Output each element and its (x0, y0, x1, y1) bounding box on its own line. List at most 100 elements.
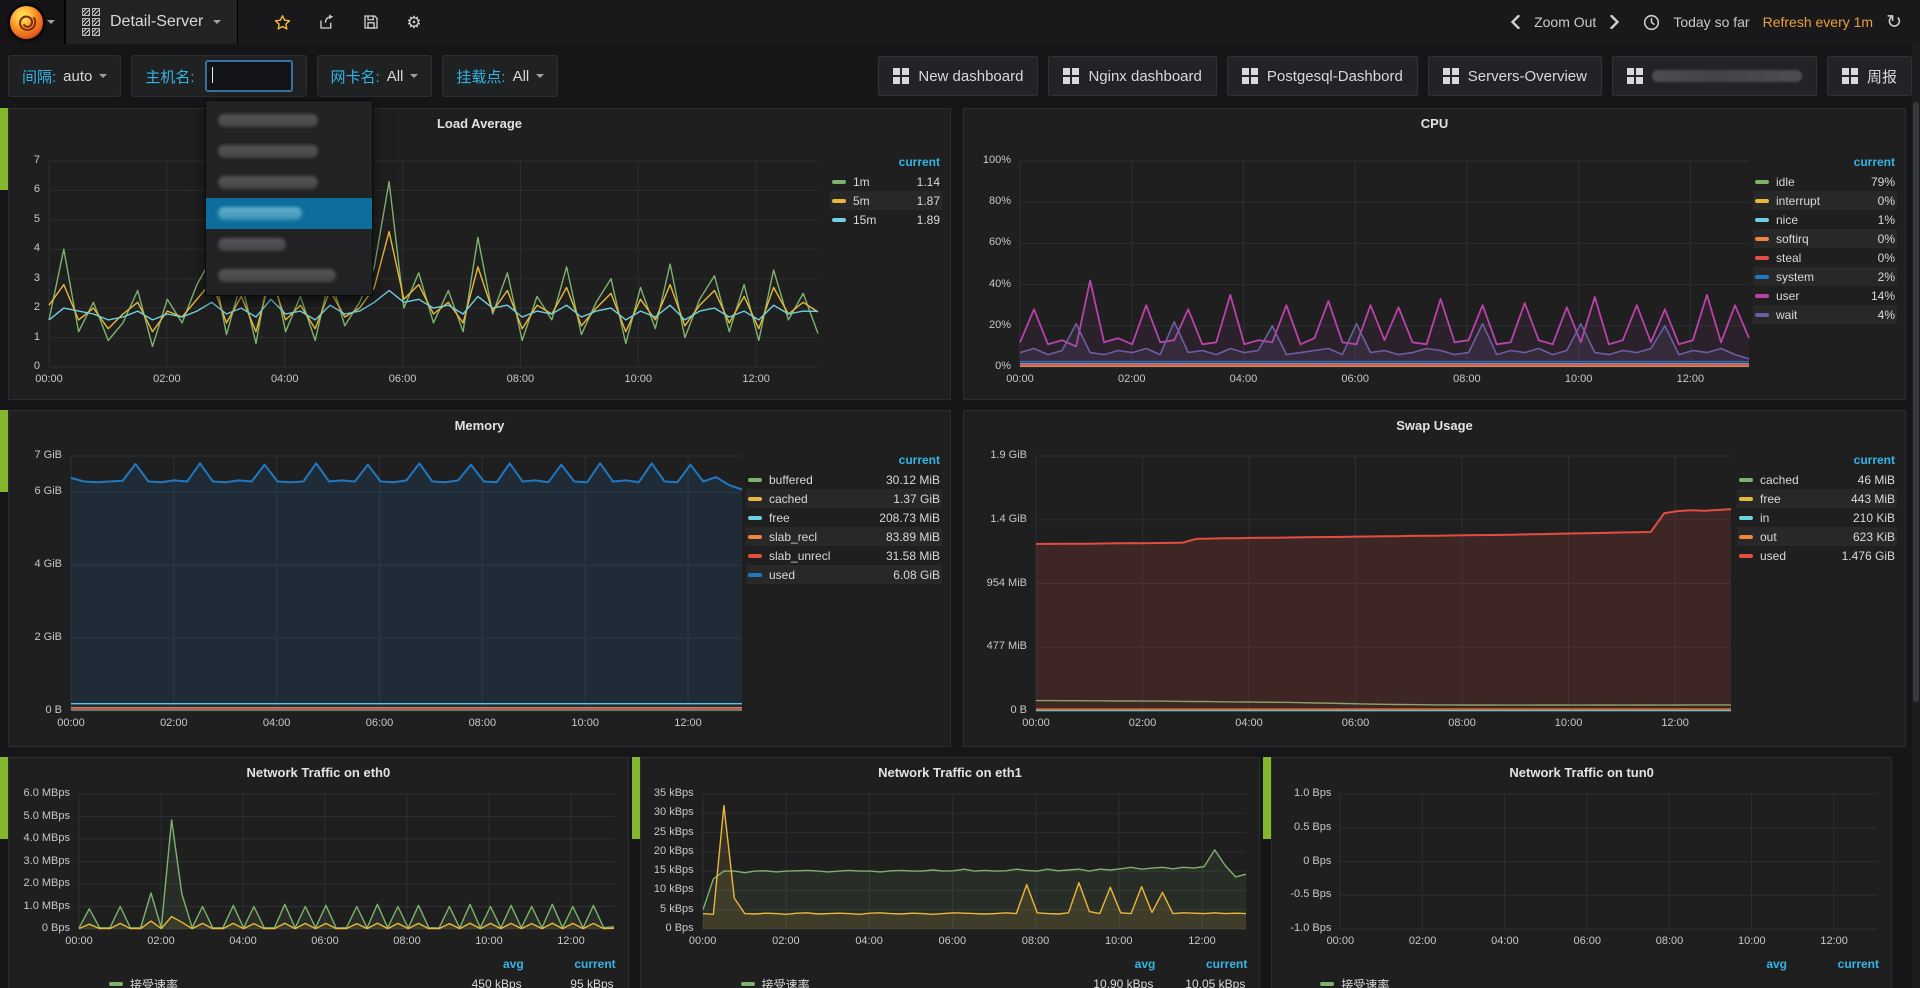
legend-series-1m[interactable]: 1m1.14 (830, 172, 942, 191)
row-handle[interactable] (0, 410, 8, 492)
legend-series-接受速率[interactable]: 接受速率 (1284, 974, 1879, 988)
legend-series-interrupt[interactable]: interrupt0% (1753, 191, 1897, 210)
y-tick-label: 5 (9, 213, 40, 225)
dashboard-title-picker[interactable]: Detail-Server (65, 0, 238, 44)
legend-series-out[interactable]: out623 KiB (1737, 527, 1897, 546)
legend-series-15m[interactable]: 15m1.89 (830, 210, 942, 229)
dashboard-link-button[interactable]: New dashboard (878, 56, 1038, 96)
panel-title[interactable]: Network Traffic on eth0 (9, 765, 628, 780)
grafana-menu-button[interactable] (0, 0, 65, 44)
network-eth1-chart[interactable]: 0 Bps5 kBps10 kBps15 kBps20 kBps25 kBps3… (703, 794, 1246, 929)
legend-series-steal[interactable]: steal0% (1753, 248, 1897, 267)
legend-series-接受速率[interactable]: 接受速率10.90 kBps10.05 kBps (653, 974, 1248, 988)
share-icon[interactable] (318, 13, 336, 31)
network-tun0-chart[interactable]: -1.0 Bps-0.5 Bps0 Bps0.5 Bps1.0 Bps00:00… (1340, 794, 1877, 929)
hostname-option[interactable] (206, 198, 372, 229)
series-current-value: 1.87 (917, 194, 940, 208)
variable-hostname[interactable]: 主机名: (131, 55, 306, 97)
row-handle[interactable] (1263, 757, 1271, 839)
row-handle[interactable] (632, 757, 640, 839)
star-icon[interactable] (273, 13, 292, 32)
y-tick-label: 20 kBps (641, 845, 694, 857)
panel-title[interactable]: Network Traffic on tun0 (1272, 765, 1891, 780)
dashboard-link-button[interactable] (1612, 56, 1817, 96)
series-color-swatch (1320, 982, 1334, 986)
y-tick-label: 6.0 MBps (9, 787, 70, 799)
refresh-interval-picker[interactable]: Refresh every 1m (1763, 14, 1873, 30)
row-handle[interactable] (0, 757, 8, 839)
y-tick-label: 4 GiB (9, 558, 62, 570)
legend-series-5m[interactable]: 5m1.87 (830, 191, 942, 210)
legend-series-system[interactable]: system2% (1753, 267, 1897, 286)
x-tick-label: 06:00 (373, 373, 433, 385)
panel-network-tun0: Network Traffic on tun0 -1.0 Bps-0.5 Bps… (1271, 757, 1892, 988)
hostname-option[interactable] (206, 105, 372, 136)
legend-series-user[interactable]: user14% (1753, 286, 1897, 305)
legend-series-cached[interactable]: cached1.37 GiB (746, 489, 942, 508)
x-tick-label: 08:00 (1006, 935, 1066, 947)
legend-series-free[interactable]: free208.73 MiB (746, 508, 942, 527)
legend-series-wait[interactable]: wait4% (1753, 305, 1897, 324)
legend-series-接受速率[interactable]: 接受速率450 kBps95 kBps (21, 974, 616, 988)
legend-series-cached[interactable]: cached46 MiB (1737, 470, 1897, 489)
chevron-right-icon[interactable] (1609, 15, 1620, 29)
x-tick-label: 12:00 (1804, 935, 1864, 947)
time-range-picker[interactable]: Today so far (1673, 14, 1749, 30)
variable-interface[interactable]: 网卡名: All (317, 55, 433, 97)
legend-series-used[interactable]: used1.476 GiB (1737, 546, 1897, 565)
series-name: 5m (853, 194, 917, 208)
variable-value: auto (63, 68, 92, 85)
hostname-input[interactable] (205, 60, 293, 92)
refresh-icon[interactable]: ↻ (1886, 11, 1902, 34)
dashboard-link-button[interactable]: Servers-Overview (1428, 56, 1602, 96)
y-tick-label: 1 (9, 331, 40, 343)
save-icon[interactable] (362, 13, 380, 31)
scrollbar[interactable] (1912, 44, 1920, 988)
panel-title[interactable]: Memory (9, 418, 950, 433)
panel-title[interactable]: Network Traffic on eth1 (641, 765, 1260, 780)
scrollbar-thumb[interactable] (1913, 102, 1919, 702)
series-color-swatch (1755, 256, 1769, 260)
panel-title[interactable]: Load Average (9, 116, 950, 131)
gear-icon[interactable]: ⚙ (406, 14, 421, 31)
swap-usage-chart[interactable]: 0 B477 MiB954 MiB1.4 GiB1.9 GiB00:0002:0… (1036, 456, 1731, 711)
network-eth0-chart[interactable]: 0 Bps1.0 MBps2.0 MBps3.0 MBps4.0 MBps5.0… (79, 794, 614, 929)
memory-chart[interactable]: 0 B2 GiB4 GiB6 GiB7 GiB00:0002:0004:0006… (71, 456, 742, 711)
panel-title[interactable]: Swap Usage (964, 418, 1905, 433)
variable-interval[interactable]: 间隔: auto (8, 55, 121, 97)
dashboard-link-button[interactable]: Postgesql-Dashbord (1227, 56, 1418, 96)
variable-mountpoint[interactable]: 挂载点: All (442, 55, 558, 97)
legend-series-in[interactable]: in210 KiB (1737, 508, 1897, 527)
hostname-option[interactable] (206, 229, 372, 260)
zoom-out-button[interactable]: Zoom Out (1534, 14, 1596, 30)
legend-series-free[interactable]: free443 MiB (1737, 489, 1897, 508)
legend-series-slab_unrecl[interactable]: slab_unrecl31.58 MiB (746, 546, 942, 565)
x-tick-label: 10:00 (1539, 717, 1599, 729)
cpu-chart[interactable]: 0%20%40%60%80%100%00:0002:0004:0006:0008… (1020, 161, 1749, 367)
legend-series-slab_recl[interactable]: slab_recl83.89 MiB (746, 527, 942, 546)
dashboard-link-button[interactable]: 周报 (1827, 56, 1912, 96)
panel-title[interactable]: CPU (964, 116, 1905, 131)
legend-header-avg: avg (1063, 954, 1155, 974)
load-average-chart[interactable]: 0123456700:0002:0004:0006:0008:0010:0012… (49, 161, 818, 367)
dashboard-link-label: New dashboard (918, 68, 1023, 85)
hostname-option[interactable] (206, 136, 372, 167)
dashboard-link-button[interactable]: Nginx dashboard (1048, 56, 1216, 96)
legend-series-buffered[interactable]: buffered30.12 MiB (746, 470, 942, 489)
series-color-swatch (748, 554, 762, 558)
legend-series-nice[interactable]: nice1% (1753, 210, 1897, 229)
series-current-value: 10.05 kBps (1153, 977, 1245, 988)
legend-series-used[interactable]: used6.08 GiB (746, 565, 942, 584)
row-handle[interactable] (0, 108, 8, 190)
hostname-option[interactable] (206, 167, 372, 198)
series-name: idle (1776, 175, 1871, 189)
x-tick-label: 04:00 (255, 373, 315, 385)
x-tick-label: 06:00 (922, 935, 982, 947)
legend-header-current: current (1737, 451, 1897, 470)
redacted-label (1652, 70, 1802, 82)
series-current-value: 210 KiB (1853, 511, 1895, 525)
hostname-option[interactable] (206, 260, 372, 291)
legend-series-softirq[interactable]: softirq0% (1753, 229, 1897, 248)
legend-series-idle[interactable]: idle79% (1753, 172, 1897, 191)
chevron-left-icon[interactable] (1510, 15, 1521, 29)
